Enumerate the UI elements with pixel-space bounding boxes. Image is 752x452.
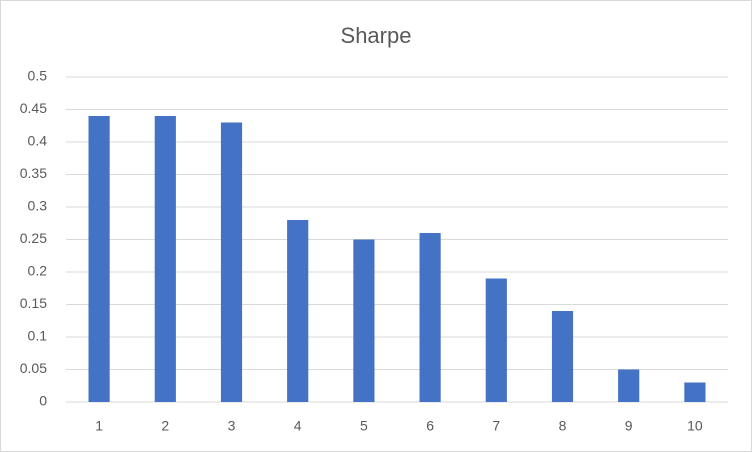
x-tick-label: 9 bbox=[625, 418, 633, 434]
x-tick-label: 3 bbox=[228, 418, 236, 434]
x-tick-label: 8 bbox=[559, 418, 567, 434]
y-tick-label: 0 bbox=[39, 393, 47, 409]
y-tick-label: 0.25 bbox=[20, 230, 47, 246]
chart-title: Sharpe bbox=[341, 23, 412, 48]
bar bbox=[88, 116, 110, 402]
y-tick-label: 0.3 bbox=[28, 198, 48, 214]
bar bbox=[220, 122, 243, 402]
y-tick-label: 0.4 bbox=[28, 133, 48, 149]
y-tick-label: 0.1 bbox=[28, 328, 48, 344]
bar bbox=[618, 369, 640, 402]
x-tick-label: 6 bbox=[426, 418, 434, 434]
x-tick-label: 1 bbox=[95, 418, 103, 434]
x-tick-label: 5 bbox=[360, 418, 368, 434]
bar bbox=[419, 233, 441, 402]
x-tick-label: 2 bbox=[161, 418, 169, 434]
x-tick-label: 10 bbox=[687, 418, 703, 434]
bar bbox=[287, 220, 309, 402]
y-tick-label: 0.35 bbox=[20, 165, 47, 181]
y-tick-label: 0.45 bbox=[20, 100, 47, 116]
y-tick-label: 0.5 bbox=[28, 68, 48, 84]
bar bbox=[551, 311, 574, 402]
bar bbox=[154, 116, 176, 402]
bar bbox=[684, 382, 706, 402]
x-tick-label: 7 bbox=[492, 418, 500, 434]
bar bbox=[485, 278, 507, 402]
bar bbox=[353, 239, 375, 402]
y-tick-label: 0.15 bbox=[20, 295, 47, 311]
y-tick-label: 0.2 bbox=[28, 263, 48, 279]
y-tick-label: 0.05 bbox=[20, 360, 47, 376]
x-tick-label: 4 bbox=[294, 418, 302, 434]
